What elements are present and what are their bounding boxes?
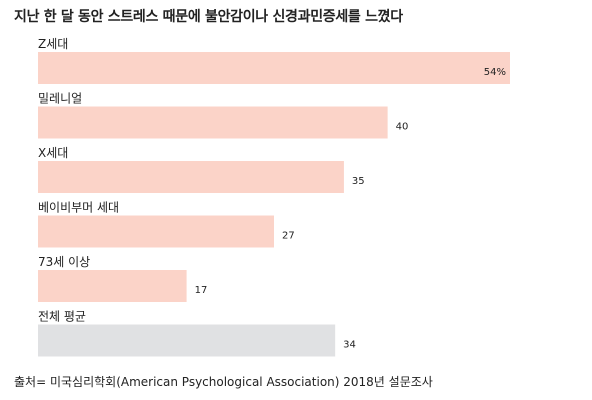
- bar: [38, 161, 344, 193]
- bar: [38, 215, 274, 248]
- chart-title: 지난 한 달 동안 스트레스 때문에 불안감이나 신경과민증세를 느꼈다: [14, 9, 403, 25]
- bar-chart: Z세대 54% 밀레니얼 40 X세대 35 베이비부머 세대 27 73세 이상 17 전체 평균…: [38, 37, 510, 357]
- bar: [38, 270, 187, 302]
- average-bar: [38, 324, 336, 357]
- category-label: 전체 평균: [38, 310, 86, 324]
- value-label: 35: [352, 176, 365, 187]
- value-label: 54%: [484, 67, 506, 78]
- bar: [38, 52, 510, 84]
- category-label: 73세 이상: [38, 255, 90, 269]
- category-label: X세대: [38, 146, 68, 160]
- value-label: 40: [396, 122, 409, 133]
- category-label: Z세대: [38, 37, 68, 51]
- bar: [38, 106, 388, 139]
- value-label: 17: [195, 285, 208, 296]
- category-label: 베이비부머 세대: [38, 201, 119, 215]
- value-label: 27: [282, 231, 295, 242]
- category-label: 밀레니얼: [38, 92, 82, 106]
- source-note: 출처= 미국심리학회(American Psychological Associ…: [14, 375, 433, 389]
- value-label: 34: [343, 340, 356, 351]
